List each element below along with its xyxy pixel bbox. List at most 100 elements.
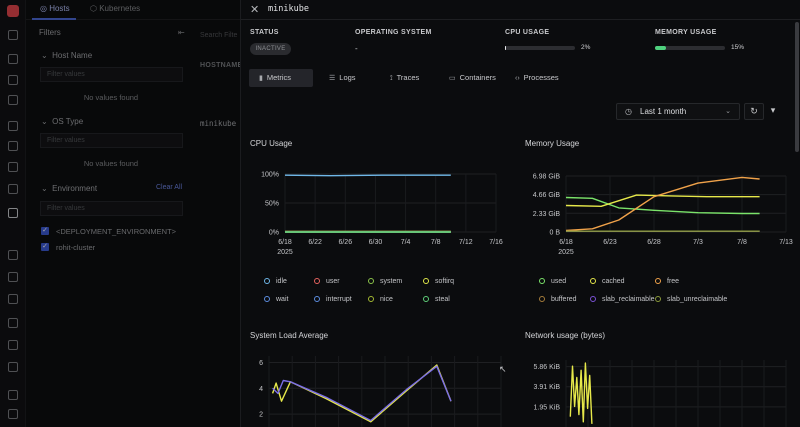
chart-title: Network usage (bytes) (525, 331, 606, 340)
drawer-backdrop[interactable] (0, 0, 240, 427)
environment-checkbox[interactable]: ✓ (41, 243, 49, 251)
nav-services-icon[interactable] (8, 75, 18, 85)
nav-pipelines-icon[interactable] (8, 272, 18, 282)
refresh-options-button[interactable]: ▾ (763, 103, 783, 120)
tab-label: Metrics (266, 73, 292, 82)
tab-processes[interactable]: ‹› Processes (505, 69, 569, 87)
y-tick-label: 2 (259, 412, 263, 419)
legend-item[interactable]: slab_unreclaimable (655, 296, 727, 303)
legend-label: interrupt (326, 296, 352, 303)
nav-explorer-icon[interactable] (8, 162, 18, 172)
legend-label: buffered (551, 296, 577, 303)
y-tick-label: 100% (261, 172, 279, 179)
tab-logs[interactable]: ☰ Logs (319, 69, 377, 87)
status-badge: INACTIVE (250, 43, 291, 55)
nav-integrations-icon[interactable] (8, 318, 18, 328)
traces-icon: ⟟ (390, 75, 393, 82)
legend-label: slab_reclaimable (602, 296, 655, 303)
table-search-input[interactable]: Search Filte (200, 32, 238, 39)
cpu-usage-bar (505, 46, 575, 50)
nav-exceptions-icon[interactable] (8, 294, 18, 304)
legend-item[interactable]: nice (368, 296, 393, 303)
legend-marker-icon (423, 296, 429, 302)
series-line-used (565, 196, 760, 215)
memory-usage-chart: 6.98 GiB 4.66 GiB 2.33 GiB 0 B 6/18 2025 6/23 6… (533, 174, 793, 257)
table-row[interactable]: minikube (200, 119, 237, 128)
mouse-cursor: ↖ (499, 364, 507, 374)
time-range-select[interactable]: ◷ Last 1 month ⌄ (616, 103, 740, 120)
legend-item[interactable]: system (368, 278, 402, 285)
legend-label: system (380, 278, 403, 285)
tab-traces[interactable]: ⟟ Traces (380, 69, 436, 87)
environment-filter-input[interactable]: Filter values (40, 201, 183, 216)
clear-all-link[interactable]: Clear All (156, 184, 183, 191)
y-tick-label: 4.66 GiB (533, 192, 561, 199)
x-tick-label: 7/8 (737, 239, 747, 246)
legend-label: used (551, 278, 567, 285)
legend-item[interactable]: free (655, 278, 679, 285)
legend-item[interactable]: idle (264, 278, 287, 285)
legend-item[interactable]: steal (423, 296, 450, 303)
tab-metrics[interactable]: ▮ Metrics (249, 69, 313, 87)
x-tick-label: 6/26 (338, 239, 352, 246)
tab-hosts[interactable]: ◎ Hosts (40, 4, 70, 13)
filter-section-host-name[interactable]: ⌄ Host Name (41, 51, 93, 60)
nav-settings-icon[interactable] (8, 362, 18, 372)
drawer-scrollbar[interactable] (795, 22, 799, 152)
nav-home-icon[interactable] (8, 30, 18, 40)
filter-section-environment[interactable]: ⌄ Environment (41, 184, 98, 193)
legend-item[interactable]: wait (264, 296, 288, 303)
legend-marker-icon (368, 296, 374, 302)
x-tick-label: 7/3 (693, 239, 703, 246)
time-range-value: Last 1 month (640, 107, 687, 116)
y-tick-label: 1.95 KiB (534, 404, 561, 411)
nav-infrastructure-icon[interactable] (8, 208, 18, 218)
legend-item[interactable]: cached (590, 278, 625, 285)
legend-label: nice (380, 296, 393, 303)
refresh-button[interactable]: ↻ (744, 103, 764, 120)
nav-grid-icon[interactable] (8, 95, 18, 105)
x-tick-label: 7/12 (459, 239, 473, 246)
nav-alerts-icon[interactable] (8, 184, 18, 194)
legend-item[interactable]: interrupt (314, 296, 352, 303)
nav-metrics-icon[interactable] (8, 250, 18, 260)
x-tick-label: 6/18 (278, 239, 292, 246)
nav-logs-icon[interactable] (8, 141, 18, 151)
x-tick-label: 6/22 (308, 239, 322, 246)
cpu-usage-label: CPU USAGE (505, 29, 550, 36)
legend-label: softirq (435, 278, 455, 285)
legend-marker-icon (590, 278, 596, 284)
nav-gear-icon[interactable] (8, 409, 18, 419)
host-name-filter-input[interactable]: Filter values (40, 67, 183, 82)
memory-usage-label: MEMORY USAGE (655, 29, 717, 36)
filters-title: Filters (39, 28, 61, 37)
legend-item[interactable]: user (314, 278, 340, 285)
collapse-filters-icon[interactable]: ⇤ (178, 28, 185, 37)
legend-item[interactable]: buffered (539, 296, 577, 303)
legend-item[interactable]: softirq (423, 278, 454, 285)
caret-down-icon: ▾ (770, 105, 776, 115)
environment-checkbox[interactable]: ✓ (41, 227, 49, 235)
legend-item[interactable]: slab_reclaimable (590, 296, 655, 303)
environment-option-label: <DEPLOYMENT_ENVIRONMENT> (56, 227, 177, 236)
series-line-series-1 (272, 365, 452, 422)
legend-label: cached (602, 278, 625, 285)
os-label: OPERATING SYSTEM (355, 29, 432, 36)
logs-icon: ☰ (329, 75, 336, 82)
hosts-page: ◎ Hosts ⬡ Kubernetes Filters ⇤ ⌄ Host Na… (26, 0, 242, 427)
filter-section-label: OS Type (52, 117, 84, 126)
filter-section-os-type[interactable]: ⌄ OS Type (41, 117, 84, 126)
nav-help-icon[interactable] (8, 390, 18, 400)
legend-marker-icon (590, 296, 596, 302)
app-logo-icon[interactable] (7, 5, 19, 17)
os-type-filter-input[interactable]: Filter values (40, 133, 183, 148)
nav-traces-icon[interactable] (8, 121, 18, 131)
legend-item[interactable]: used (539, 278, 566, 285)
close-icon[interactable]: ✕ (250, 4, 260, 16)
nav-workspace-icon[interactable] (8, 340, 18, 350)
nav-dashboard-icon[interactable] (8, 54, 18, 64)
chart-title: System Load Average (250, 331, 329, 340)
tab-kubernetes[interactable]: ⬡ Kubernetes (90, 4, 141, 13)
tab-containers[interactable]: ▭ Containers (439, 69, 505, 87)
